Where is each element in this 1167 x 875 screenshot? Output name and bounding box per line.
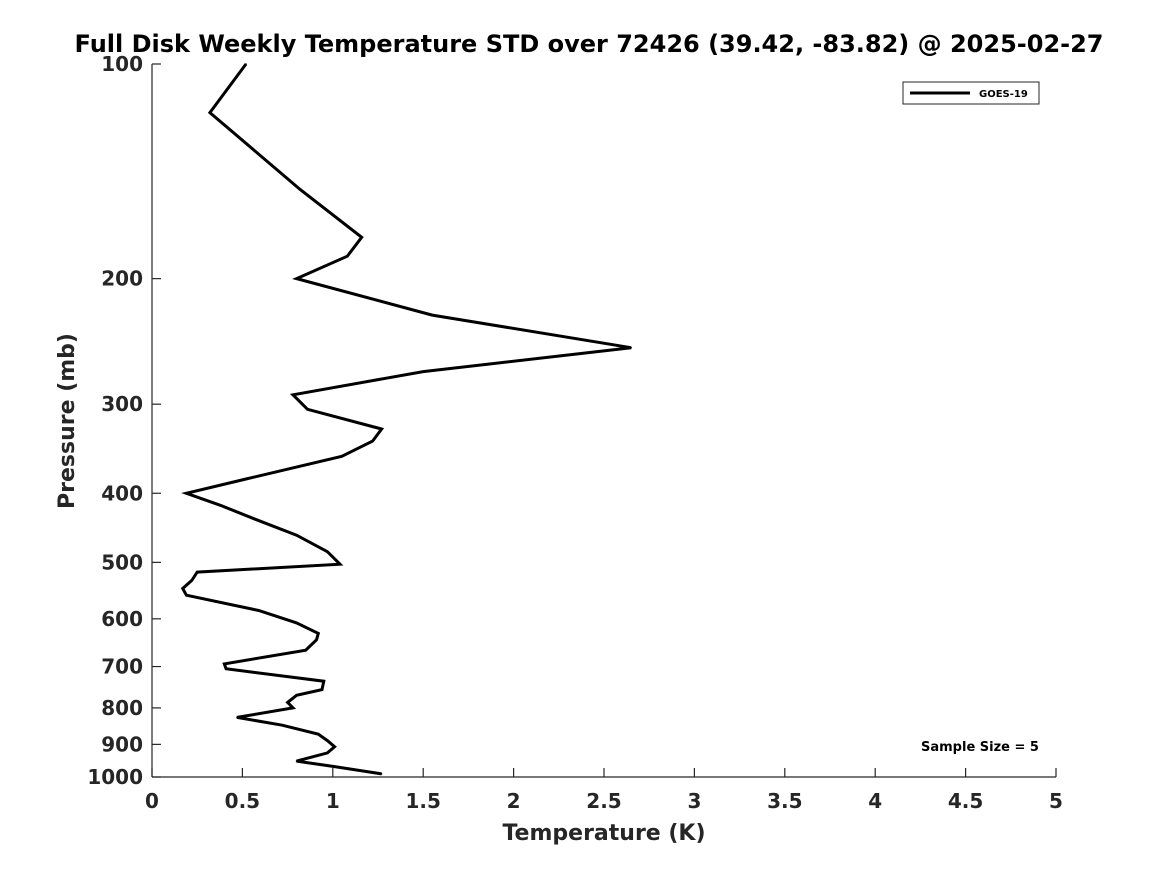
data-point (257, 609, 260, 612)
data-point (431, 314, 434, 316)
data-point (630, 346, 632, 349)
data-point (306, 408, 309, 411)
data-point (181, 587, 184, 590)
data-point (295, 534, 298, 536)
series-line-goes-19 (180, 63, 632, 776)
data-point (317, 632, 320, 635)
data-point (295, 694, 298, 697)
data-point (323, 680, 325, 682)
x-tick-label: 4.5 (948, 789, 983, 813)
x-tick-label: 2.5 (586, 789, 621, 813)
y-tick-label: 100 (101, 52, 143, 76)
x-axis-label: Temperature (K) (502, 821, 705, 846)
x-tick-label: 1.5 (405, 789, 440, 813)
y-tick-label: 500 (101, 550, 143, 574)
data-point (185, 492, 188, 495)
data-point (304, 649, 307, 651)
data-point (422, 370, 425, 373)
data-point (245, 478, 247, 480)
x-tick-label: 5 (1049, 789, 1063, 813)
y-tick-label: 400 (101, 481, 143, 505)
data-point (286, 701, 289, 704)
legend-label: GOES-19 (979, 89, 1028, 100)
data-point (326, 752, 329, 754)
chart-title: Full Disk Weekly Temperature STD over 72… (75, 30, 1104, 58)
x-tick-label: 4 (868, 789, 882, 813)
data-point (225, 668, 227, 670)
data-point (346, 255, 349, 257)
data-point (209, 111, 211, 114)
data-point (360, 236, 363, 239)
x-tick-label: 2 (507, 789, 521, 813)
y-tick-label: 200 (101, 267, 143, 291)
data-point (333, 765, 336, 768)
data-point (191, 579, 193, 582)
x-tick-label: 3 (687, 789, 701, 813)
y-axis-label: Pressure (mb) (55, 333, 80, 509)
legend: GOES-19 (902, 81, 1040, 105)
data-point (341, 455, 343, 458)
y-tick-label: 1000 (87, 765, 143, 789)
data-point (380, 428, 383, 430)
y-tick-label: 700 (101, 655, 143, 679)
data-point (315, 639, 318, 641)
data-point (295, 760, 298, 762)
y-tick-label: 300 (101, 392, 143, 416)
data-point (281, 724, 284, 726)
data-point (295, 622, 298, 624)
data-point (326, 739, 329, 742)
axes (151, 64, 1056, 778)
x-tick-label: 3.5 (767, 789, 802, 813)
x-tick-label: 0 (145, 789, 159, 813)
data-point (326, 550, 329, 553)
data-point (380, 773, 383, 775)
data-point (236, 716, 238, 719)
data-point (321, 688, 323, 691)
data-point (245, 63, 247, 65)
x-tick-label: 1 (326, 789, 340, 813)
legend-box (902, 81, 1040, 105)
data-point (254, 518, 256, 520)
data-point (185, 594, 188, 596)
data-point (292, 394, 294, 396)
data-point (333, 746, 336, 748)
data-point (299, 188, 302, 191)
data-point (196, 571, 198, 573)
y-tick-label: 900 (101, 732, 143, 756)
data-point (317, 733, 320, 735)
y-tick-label: 600 (101, 607, 143, 631)
data-point (339, 563, 341, 565)
sample-size-annotation: Sample Size = 5 (921, 740, 1039, 755)
data-point (371, 440, 374, 442)
series-layer (180, 63, 632, 776)
y-tick-label: 800 (101, 696, 143, 720)
data-point (219, 504, 222, 507)
data-point (292, 707, 294, 709)
y-ticks: 100 200 300 400 500 600 700 800 900 1000 (87, 52, 161, 789)
data-point (295, 277, 298, 280)
x-tick-label: 0.5 (225, 789, 260, 813)
x-ticks: 0 0.5 1 1.5 2 2.5 3 3.5 4 4.5 5 (145, 768, 1063, 813)
data-point (223, 663, 226, 665)
